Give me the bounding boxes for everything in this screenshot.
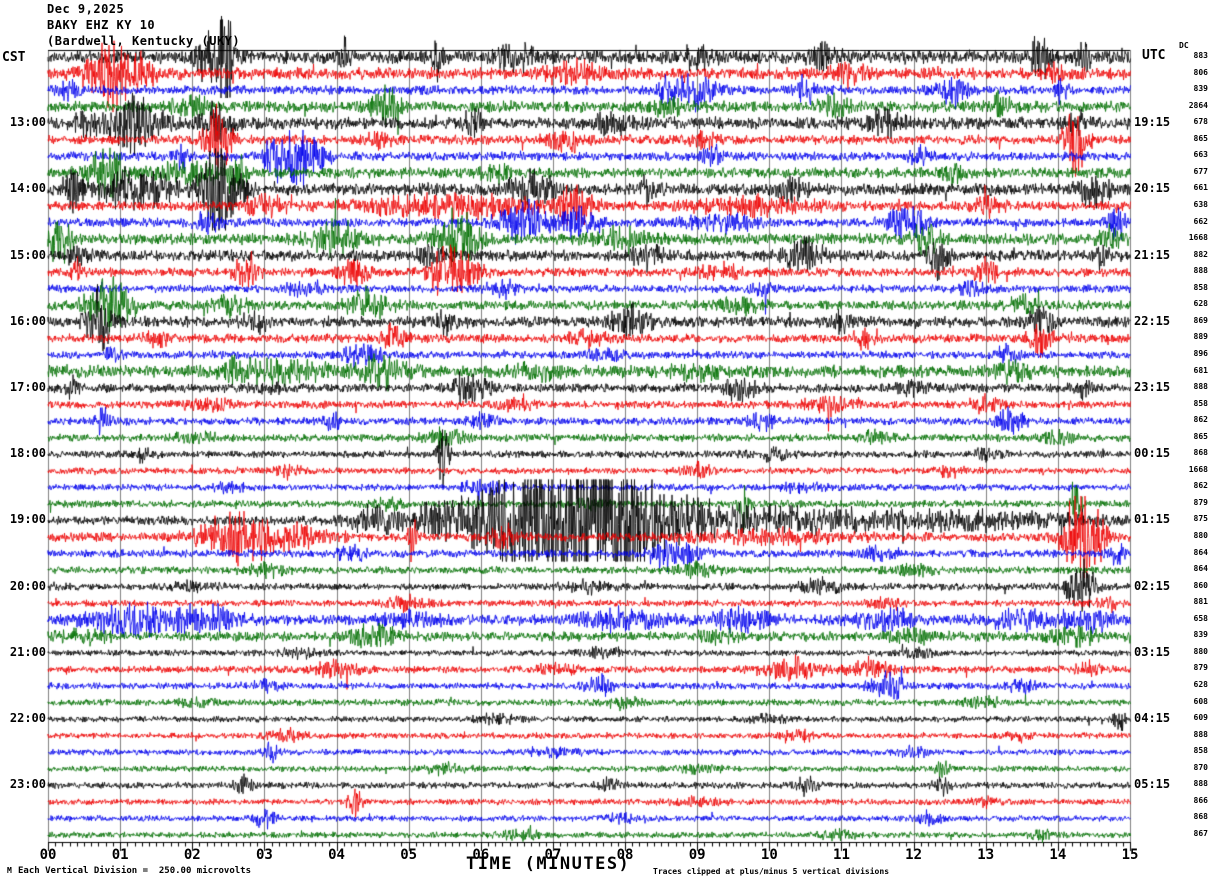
utc-time-label: 05:15 bbox=[1134, 777, 1171, 792]
dc-column-header: DC bbox=[1179, 41, 1189, 50]
dc-value: 880 bbox=[1193, 531, 1208, 541]
cst-hour-label: 23:00 bbox=[9, 777, 46, 792]
x-tick-label: 13 bbox=[977, 847, 995, 863]
cst-hour-label: 18:00 bbox=[9, 446, 46, 461]
x-tick-label: 03 bbox=[255, 847, 273, 863]
x-tick-label: 14 bbox=[1049, 847, 1067, 863]
x-tick-label: 05 bbox=[400, 847, 418, 863]
cst-hour-label: 13:00 bbox=[9, 115, 46, 130]
dc-value: 2864 bbox=[1188, 100, 1208, 110]
dc-value: 677 bbox=[1193, 166, 1208, 176]
dc-value: 881 bbox=[1193, 597, 1208, 607]
x-tick-label: 11 bbox=[833, 847, 850, 863]
vertical-division-note: Each Vertical Division = 250.00 microvol… bbox=[18, 866, 251, 876]
x-tick-label: 08 bbox=[616, 847, 634, 863]
dc-value: 868 bbox=[1193, 812, 1208, 822]
utc-time-label: 23:15 bbox=[1134, 380, 1171, 395]
dc-value: 628 bbox=[1193, 680, 1208, 689]
utc-time-label: 03:15 bbox=[1134, 644, 1171, 659]
dc-value: 866 bbox=[1193, 795, 1208, 805]
dc-value: 867 bbox=[1193, 828, 1208, 838]
x-tick-label: 15 bbox=[1121, 847, 1139, 863]
dc-value: 661 bbox=[1193, 183, 1208, 193]
dc-value: 879 bbox=[1193, 663, 1208, 673]
corner-mark: M bbox=[7, 866, 12, 875]
dc-value: 869 bbox=[1193, 315, 1208, 325]
dc-value: 882 bbox=[1193, 249, 1208, 259]
dc-value: 865 bbox=[1193, 431, 1208, 441]
utc-time-label: 20:15 bbox=[1134, 181, 1171, 196]
trace-clip-note: Traces clipped at plus/minus 5 vertical … bbox=[653, 867, 890, 876]
utc-time-label: 19:15 bbox=[1134, 115, 1171, 130]
x-tick-label: 07 bbox=[544, 847, 562, 863]
dc-value: 888 bbox=[1193, 266, 1208, 276]
utc-time-label: 00:15 bbox=[1134, 446, 1171, 461]
x-axis-title: TIME (MINUTES) bbox=[466, 854, 631, 874]
dc-value: 889 bbox=[1193, 332, 1208, 342]
dc-value: 1668 bbox=[1188, 464, 1208, 474]
dc-value: 879 bbox=[1193, 497, 1208, 507]
dc-value: 663 bbox=[1193, 150, 1208, 160]
cst-hour-label: 17:00 bbox=[9, 380, 46, 395]
right-timezone-label: UTC bbox=[1142, 48, 1166, 63]
dc-value: 888 bbox=[1193, 779, 1208, 789]
x-tick-label: 00 bbox=[39, 847, 57, 863]
x-tick-label: 02 bbox=[183, 847, 201, 863]
cst-hour-label: 16:00 bbox=[9, 313, 46, 328]
dc-value: 870 bbox=[1193, 762, 1208, 772]
x-tick-label: 09 bbox=[688, 847, 706, 863]
utc-time-label: 22:15 bbox=[1134, 313, 1171, 328]
dc-value: 858 bbox=[1193, 398, 1208, 408]
dc-value: 858 bbox=[1193, 282, 1208, 292]
x-tick-label: 06 bbox=[472, 847, 490, 863]
left-timezone-label: CST bbox=[2, 50, 26, 65]
x-tick-label: 10 bbox=[760, 847, 778, 863]
dc-value: 864 bbox=[1193, 564, 1208, 574]
dc-value: 875 bbox=[1193, 514, 1208, 524]
station-code: BAKY EHZ KY 10 bbox=[47, 18, 156, 32]
dc-value: 860 bbox=[1193, 580, 1208, 590]
dc-value: 858 bbox=[1193, 746, 1208, 756]
dc-value: 678 bbox=[1193, 117, 1208, 127]
dc-value: 608 bbox=[1193, 696, 1208, 706]
dc-value: 628 bbox=[1193, 299, 1208, 309]
cst-hour-label: 20:00 bbox=[9, 578, 46, 593]
station-location: (Bardwell, Kentucky (UKY) bbox=[47, 34, 241, 48]
dc-value: 888 bbox=[1193, 729, 1208, 739]
dc-value: 638 bbox=[1193, 199, 1208, 209]
dc-value: 662 bbox=[1193, 216, 1208, 226]
dc-value: 862 bbox=[1193, 415, 1208, 425]
dc-value: 839 bbox=[1193, 630, 1208, 640]
dc-value: 880 bbox=[1193, 646, 1208, 656]
dc-value: 896 bbox=[1193, 348, 1208, 358]
dc-value: 658 bbox=[1193, 613, 1208, 623]
dc-value: 1668 bbox=[1188, 233, 1208, 243]
cst-hour-label: 21:00 bbox=[9, 644, 46, 659]
dc-value: 864 bbox=[1193, 547, 1208, 557]
dc-value: 609 bbox=[1193, 713, 1208, 723]
plot-date: Dec 9,2025 bbox=[47, 2, 125, 16]
dc-value: 839 bbox=[1193, 84, 1208, 94]
utc-time-label: 02:15 bbox=[1134, 578, 1171, 593]
dc-value: 806 bbox=[1193, 67, 1208, 77]
cst-hour-label: 19:00 bbox=[9, 512, 46, 527]
x-tick-label: 01 bbox=[111, 847, 129, 863]
cst-hour-label: 22:00 bbox=[9, 711, 46, 726]
dc-value: 883 bbox=[1193, 51, 1208, 60]
dc-value: 681 bbox=[1193, 365, 1208, 375]
x-tick-label: 12 bbox=[905, 847, 923, 863]
x-tick-label: 04 bbox=[328, 847, 345, 863]
dc-value: 865 bbox=[1193, 133, 1208, 143]
cst-hour-label: 15:00 bbox=[9, 247, 46, 262]
cst-hour-label: 14:00 bbox=[9, 181, 46, 196]
dc-value: 862 bbox=[1193, 481, 1208, 491]
dc-value: 868 bbox=[1193, 448, 1208, 458]
utc-time-label: 01:15 bbox=[1134, 512, 1171, 527]
dc-value: 888 bbox=[1193, 382, 1208, 392]
utc-time-label: 21:15 bbox=[1134, 247, 1171, 262]
utc-time-label: 04:15 bbox=[1134, 711, 1171, 726]
